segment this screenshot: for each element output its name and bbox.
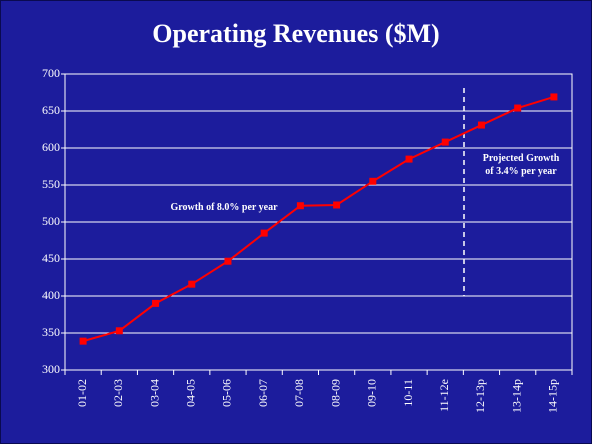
annotation: of 3.4% per year [485, 166, 557, 177]
x-tick-label: 03-04 [147, 379, 161, 407]
y-tick-label: 500 [42, 214, 60, 228]
data-point [369, 177, 377, 185]
x-tick-label: 04-05 [184, 379, 198, 407]
y-tick-label: 400 [42, 288, 60, 302]
x-tick-label: 13-14p [509, 379, 523, 413]
data-point [296, 202, 304, 210]
data-point [260, 229, 268, 237]
annotation: Growth of 8.0% per year [170, 202, 278, 213]
x-tick-label: 12-13p [473, 379, 487, 413]
y-tick-label: 300 [42, 362, 60, 376]
y-tick-label: 450 [42, 251, 60, 265]
x-tick-label: 07-08 [292, 379, 306, 407]
data-point [514, 104, 522, 112]
data-point [441, 138, 449, 146]
x-tick-label: 08-09 [328, 379, 342, 407]
x-tick-label: 10-11 [401, 379, 415, 407]
data-point [79, 337, 87, 345]
y-tick-label: 700 [42, 66, 60, 80]
x-tick-label: 02-03 [111, 379, 125, 407]
y-tick-label: 550 [42, 177, 60, 191]
data-point [115, 327, 123, 335]
chart-title: Operating Revenues ($M) [152, 19, 439, 48]
x-tick-label: 09-10 [365, 379, 379, 407]
y-tick-label: 350 [42, 325, 60, 339]
data-point [405, 155, 413, 163]
annotation: Projected Growth [483, 153, 560, 164]
x-tick-label: 14-15p [546, 379, 560, 413]
x-tick-label: 05-06 [220, 379, 234, 407]
x-tick-label: 11-12e [437, 379, 451, 412]
data-point [224, 257, 232, 265]
y-tick-label: 650 [42, 103, 60, 117]
x-tick-label: 01-02 [75, 379, 89, 407]
data-point [152, 299, 160, 307]
series-line [82, 95, 555, 343]
data-point [333, 201, 341, 209]
data-point [477, 121, 485, 129]
y-tick-label: 600 [42, 140, 60, 154]
data-point [188, 280, 196, 288]
data-point [550, 93, 558, 101]
x-tick-label: 06-07 [256, 379, 270, 407]
